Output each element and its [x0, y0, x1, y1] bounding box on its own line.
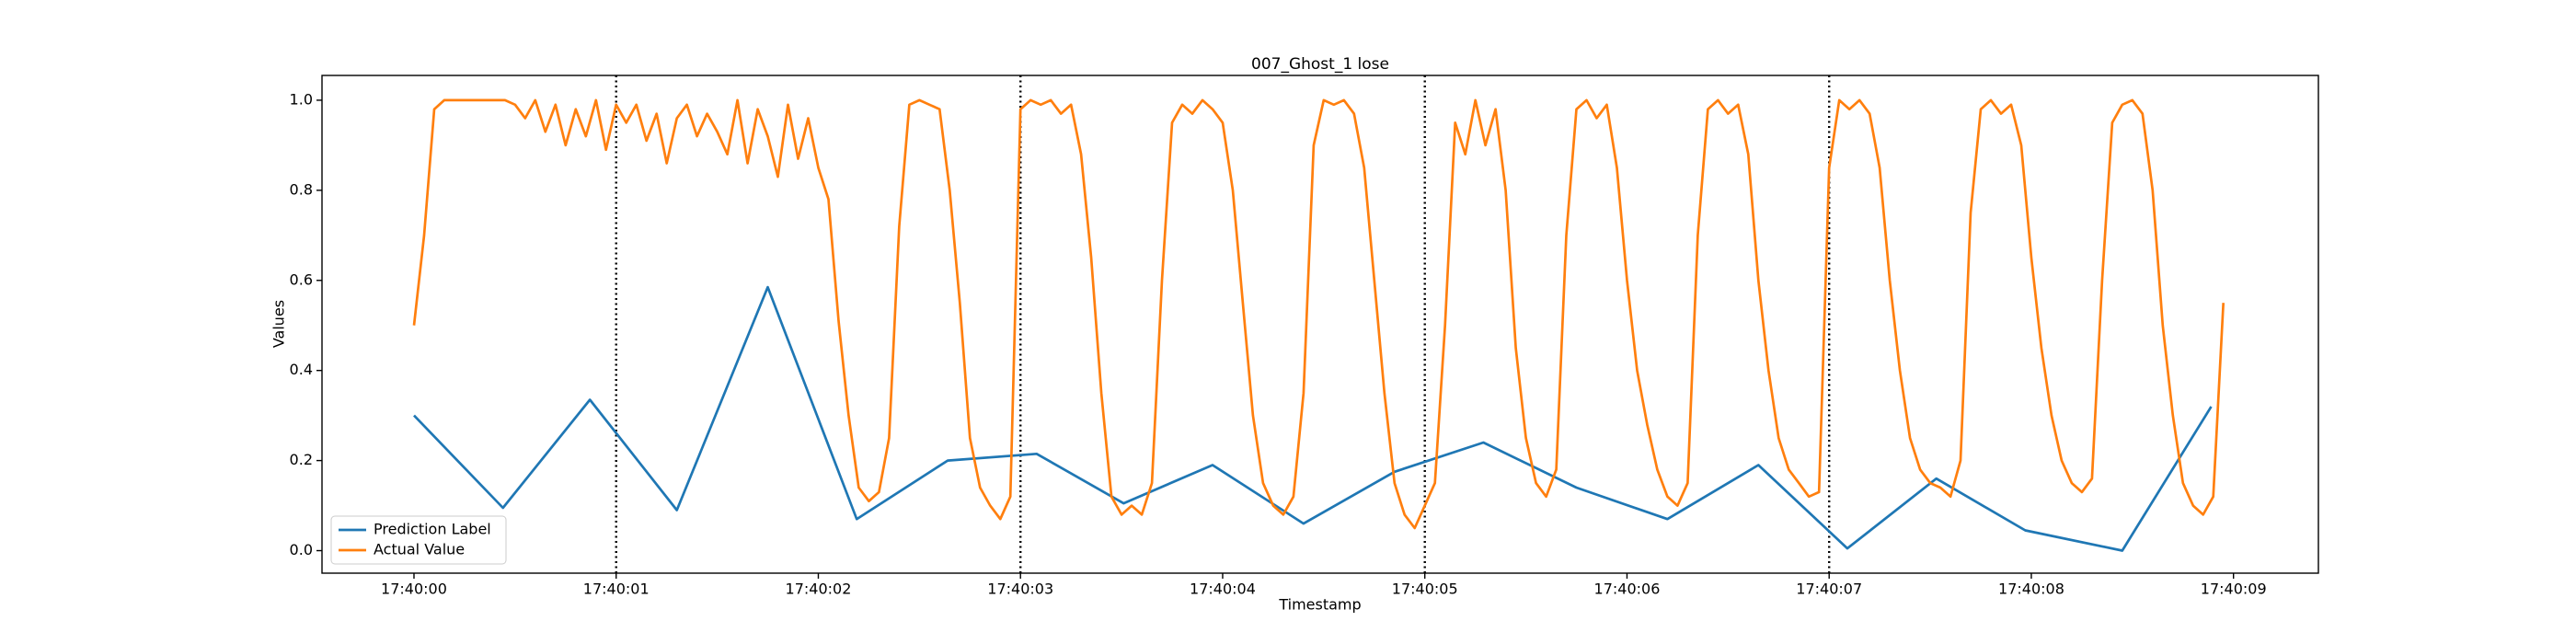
y-tick-label: 1.0: [290, 90, 313, 108]
x-tick-label: 17:40:07: [1796, 581, 1862, 598]
chart-title: 007_Ghost_1 lose: [1251, 55, 1389, 74]
x-tick-label: 17:40:09: [2201, 581, 2267, 598]
x-tick-label: 17:40:03: [987, 581, 1053, 598]
y-tick-label: 0.4: [290, 361, 313, 378]
x-tick-label: 17:40:05: [1392, 581, 1458, 598]
y-tick-label: 0.8: [290, 180, 313, 198]
plot-frame: [321, 75, 2319, 574]
y-axis-label: Values: [270, 300, 288, 348]
x-tick-label: 17:40:02: [786, 581, 852, 598]
x-axis-label: Timestamp: [1278, 596, 1361, 614]
x-tick-label: 17:40:08: [1998, 581, 2064, 598]
y-tick-label: 0.6: [290, 270, 313, 288]
data-line: [413, 285, 2213, 552]
x-tick-label: 17:40:01: [583, 581, 650, 598]
legend-label: Prediction Label: [374, 521, 491, 538]
x-tick-label: 17:40:06: [1594, 581, 1661, 598]
x-tick-label: 17:40:04: [1190, 581, 1256, 598]
legend-label: Actual Value: [374, 541, 465, 558]
y-tick-label: 0.2: [290, 451, 313, 468]
y-tick-label: 0.0: [290, 541, 313, 558]
data-line: [412, 98, 2225, 530]
legend-box: [330, 515, 507, 565]
x-tick-label: 17:40:00: [381, 581, 447, 598]
